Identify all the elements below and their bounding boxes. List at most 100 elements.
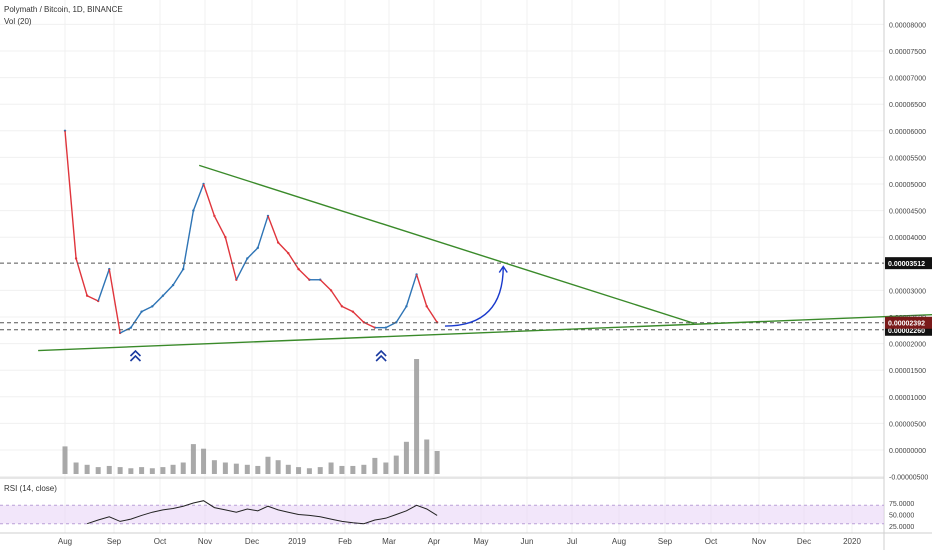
volume-bar[interactable] — [139, 467, 145, 474]
price-segment — [267, 215, 279, 243]
volume-bar[interactable] — [393, 455, 399, 474]
time-tick-label: Aug — [612, 537, 626, 546]
price-segment — [141, 305, 153, 313]
price-segment — [257, 215, 269, 249]
price-segment — [64, 130, 77, 259]
volume-bar[interactable] — [361, 464, 367, 474]
volume-bar[interactable] — [285, 464, 291, 474]
price-segment — [395, 305, 408, 323]
price-segment — [341, 305, 354, 313]
volume-bar[interactable] — [201, 448, 207, 474]
time-tick-label: 2020 — [843, 537, 861, 546]
price-tick-label: 0.00006500 — [889, 102, 926, 109]
volume-bar[interactable] — [149, 468, 155, 474]
volume-bar[interactable] — [265, 456, 271, 474]
price-segment — [235, 258, 248, 281]
volume-bar[interactable] — [117, 467, 123, 474]
price-tick-label: 0.00006000 — [889, 129, 926, 136]
price-segment — [182, 210, 195, 270]
volume-bar[interactable] — [233, 463, 239, 474]
volume-bar[interactable] — [275, 460, 281, 474]
time-tick-label: Oct — [154, 537, 167, 546]
volume-bar[interactable] — [190, 444, 196, 474]
time-tick-label: Sep — [658, 537, 673, 546]
rsi-tick-label: 50.0000 — [889, 513, 914, 520]
volume-bar[interactable] — [95, 467, 101, 474]
price-segment — [108, 269, 121, 334]
time-tick-label: Sep — [107, 537, 122, 546]
volume-bar[interactable] — [403, 441, 409, 474]
price-segment — [224, 237, 238, 280]
price-segment — [151, 295, 164, 307]
price-segment — [330, 290, 343, 307]
time-tick-label: Oct — [705, 537, 718, 546]
price-tick-label: 0.00000500 — [889, 421, 926, 428]
volume-bar[interactable] — [414, 359, 420, 474]
price-segment — [202, 183, 216, 217]
price-level-tag — [885, 257, 932, 270]
price-tick-label: 0.00000000 — [889, 448, 926, 455]
volume-bar[interactable] — [170, 464, 176, 474]
volume-bar[interactable] — [372, 457, 378, 474]
volume-bar[interactable] — [160, 467, 166, 474]
time-tick-label: Feb — [338, 537, 352, 546]
symbol-legend[interactable]: Polymath / Bitcoin, 1D, BINANCE — [4, 5, 123, 14]
time-tick-label: May — [473, 537, 488, 546]
volume-bar[interactable] — [255, 465, 261, 474]
volume-bar[interactable] — [244, 464, 250, 474]
price-segment — [213, 215, 226, 238]
volume-legend[interactable]: Vol (20) — [4, 17, 32, 26]
price-segment — [319, 279, 332, 291]
volume-bar[interactable] — [350, 465, 356, 474]
time-tick-label: Apr — [428, 537, 441, 546]
trendline[interactable] — [38, 314, 932, 352]
volume-bar[interactable] — [128, 468, 134, 474]
rsi-line[interactable] — [86, 500, 438, 525]
price-tick-label: 0.00001500 — [889, 368, 926, 375]
price-tick-label: 0.00004500 — [889, 209, 926, 216]
price-segment — [192, 183, 205, 211]
volume-bar[interactable] — [180, 462, 186, 475]
time-tick-label: Nov — [752, 537, 766, 546]
price-segment — [246, 247, 259, 259]
price-tick-label: -0.00000500 — [889, 475, 928, 482]
price-segment — [119, 327, 132, 334]
volume-bar[interactable] — [106, 465, 112, 474]
volume-bar[interactable] — [424, 439, 430, 475]
rsi-tick-label: 75.0000 — [889, 501, 914, 508]
price-tick-label: 0.00005500 — [889, 155, 926, 162]
volume-bar[interactable] — [211, 460, 217, 474]
price-tick-label: 0.00003000 — [889, 288, 926, 295]
time-tick-label: Dec — [245, 537, 259, 546]
price-tick-label: 0.00001000 — [889, 395, 926, 402]
volume-bar[interactable] — [317, 467, 323, 474]
price-tick-label: 0.00008000 — [889, 22, 926, 29]
time-tick-label: 2019 — [288, 537, 306, 546]
time-tick-label: Mar — [382, 537, 396, 546]
volume-bar[interactable] — [306, 468, 312, 474]
time-tick-label: Jul — [567, 537, 577, 546]
last-price-label: 0.00002392 — [888, 321, 925, 328]
rsi-legend[interactable]: RSI (14, close) — [4, 484, 57, 493]
price-tick-label: 0.00002000 — [889, 342, 926, 349]
volume-bar[interactable] — [328, 462, 334, 475]
trendline[interactable] — [198, 164, 695, 325]
projection-arrow[interactable] — [444, 266, 504, 327]
volume-bar[interactable] — [339, 465, 345, 474]
double-chevron-up-icon — [129, 349, 142, 362]
price-segment — [298, 268, 310, 281]
last-price-tag — [885, 316, 932, 329]
volume-bar[interactable] — [84, 464, 90, 474]
volume-bar[interactable] — [62, 446, 68, 474]
price-segment — [97, 268, 110, 302]
price-segment — [130, 311, 143, 329]
time-tick-label: Aug — [58, 537, 72, 546]
volume-bar[interactable] — [383, 462, 389, 475]
volume-bar[interactable] — [434, 451, 440, 474]
price-level-label: 0.00002260 — [888, 328, 925, 335]
volume-bar[interactable] — [296, 467, 302, 474]
price-segment — [287, 252, 300, 270]
volume-bar[interactable] — [73, 462, 79, 475]
volume-bar[interactable] — [222, 462, 228, 475]
